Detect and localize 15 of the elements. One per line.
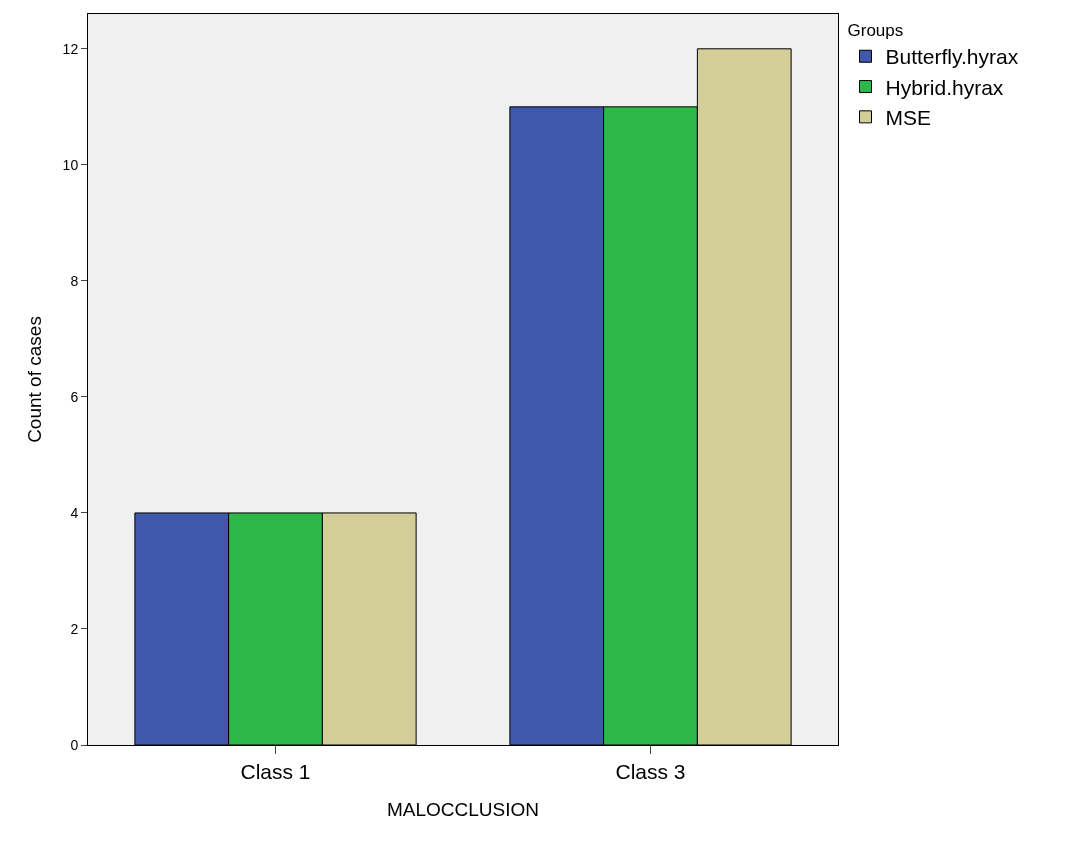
- y-axis-title: Count of cases: [24, 316, 46, 443]
- y-tick-label: 6: [70, 388, 79, 405]
- x-axis-title: MALOCCLUSION: [386, 799, 540, 820]
- y-tick-label: 8: [70, 272, 79, 289]
- legend-label: Butterfly.hyrax: [885, 45, 1019, 69]
- y-tick-label: 4: [70, 504, 79, 521]
- y-tick-label: 0: [70, 736, 79, 753]
- x-tick-label: Class 1: [240, 760, 311, 784]
- legend-label: Hybrid.hyrax: [885, 75, 1004, 99]
- y-tick-label: 2: [70, 620, 79, 637]
- legend-title: Groups: [847, 21, 904, 41]
- y-tick-label: 10: [62, 156, 79, 173]
- x-tick-label: Class 3: [615, 760, 686, 784]
- legend-label: MSE: [885, 106, 932, 130]
- y-tick-label: 12: [62, 40, 79, 57]
